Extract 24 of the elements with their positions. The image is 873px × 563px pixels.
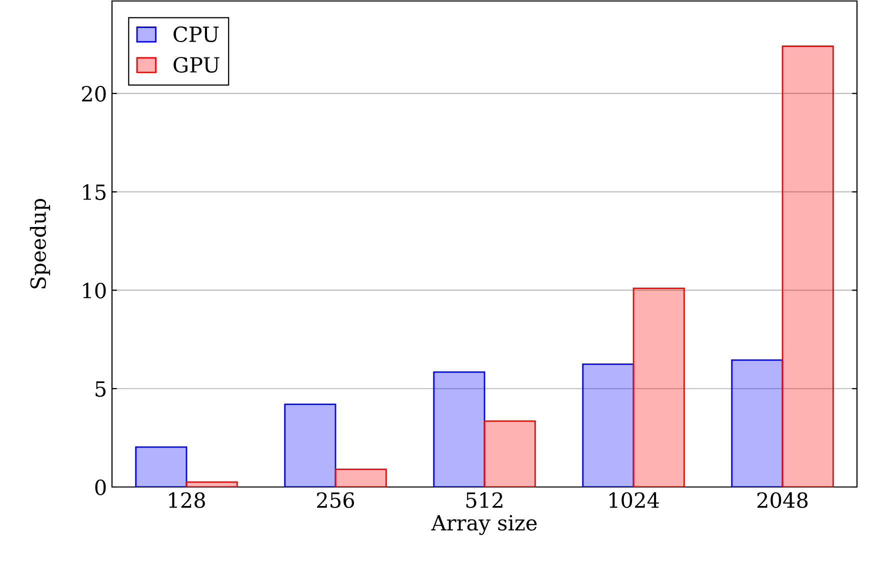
bar — [284, 404, 336, 487]
y-axis-title: Speedup — [30, 198, 50, 288]
legend-label: CPU — [174, 26, 219, 42]
y-tick-label: 0 — [95, 479, 106, 496]
bar — [186, 481, 238, 487]
x-axis-title: Array size — [431, 515, 537, 535]
legend-label: GPU — [174, 56, 220, 73]
bar — [484, 420, 536, 487]
x-tick-label: 256 — [317, 492, 354, 508]
y-tick-label: 15 — [83, 184, 106, 200]
y-tick-label: 5 — [96, 381, 106, 397]
x-tick-label: 128 — [169, 492, 205, 508]
bar — [632, 288, 685, 487]
x-tick-label: 512 — [466, 492, 502, 508]
bar — [433, 371, 486, 487]
y-tick-label: 20 — [82, 86, 106, 102]
bar — [782, 46, 834, 487]
bar — [731, 359, 784, 487]
x-tick-label: 2048 — [757, 492, 808, 508]
bar — [334, 468, 387, 487]
y-tick-label: 10 — [83, 282, 106, 298]
bar — [135, 446, 188, 487]
bar — [582, 364, 634, 487]
x-tick-label: 1024 — [610, 492, 659, 508]
